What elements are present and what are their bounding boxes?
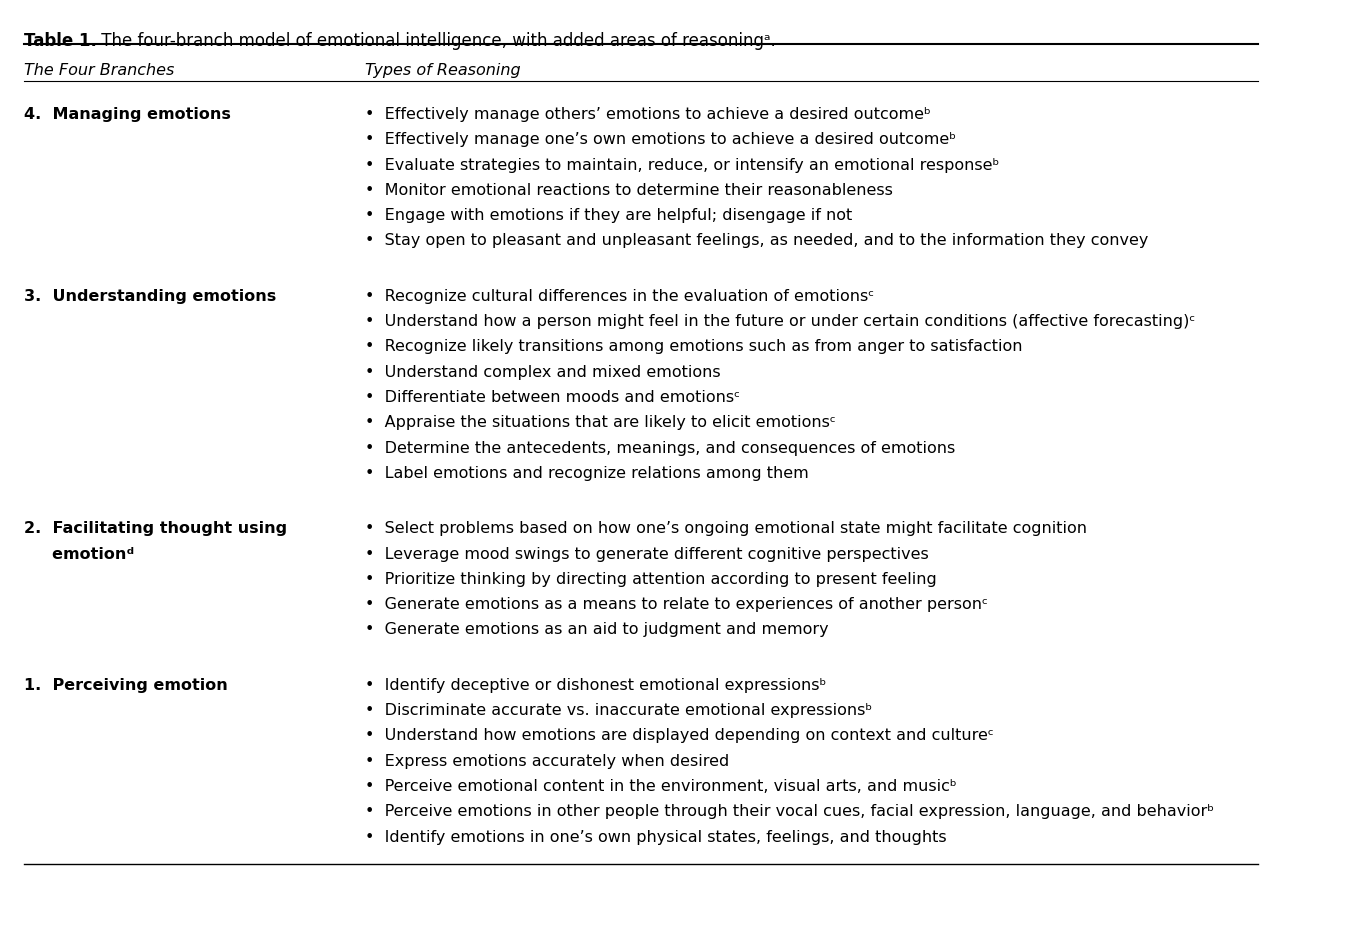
Text: •  Select problems based on how one’s ongoing emotional state might facilitate c: • Select problems based on how one’s ong…	[366, 521, 1088, 536]
Text: The four-branch model of emotional intelligence, with added areas of reasoningᵃ.: The four-branch model of emotional intel…	[96, 31, 775, 49]
Text: The Four Branches: The Four Branches	[25, 62, 175, 78]
Text: •  Discriminate accurate vs. inaccurate emotional expressionsᵇ: • Discriminate accurate vs. inaccurate e…	[366, 703, 873, 718]
Text: •  Recognize cultural differences in the evaluation of emotionsᶜ: • Recognize cultural differences in the …	[366, 289, 874, 304]
Text: •  Engage with emotions if they are helpful; disengage if not: • Engage with emotions if they are helpf…	[366, 208, 852, 223]
Text: •  Effectively manage one’s own emotions to achieve a desired outcomeᵇ: • Effectively manage one’s own emotions …	[366, 132, 956, 148]
Text: •  Generate emotions as a means to relate to experiences of another personᶜ: • Generate emotions as a means to relate…	[366, 597, 988, 612]
Text: •  Effectively manage others’ emotions to achieve a desired outcomeᵇ: • Effectively manage others’ emotions to…	[366, 107, 932, 122]
Text: Table 1.: Table 1.	[25, 31, 97, 49]
Text: •  Prioritize thinking by directing attention according to present feeling: • Prioritize thinking by directing atten…	[366, 571, 937, 587]
Text: 2.  Facilitating thought using: 2. Facilitating thought using	[25, 521, 288, 536]
Text: •  Understand how emotions are displayed depending on context and cultureᶜ: • Understand how emotions are displayed …	[366, 728, 995, 744]
Text: •  Label emotions and recognize relations among them: • Label emotions and recognize relations…	[366, 465, 810, 481]
Text: •  Generate emotions as an aid to judgment and memory: • Generate emotions as an aid to judgmen…	[366, 622, 829, 638]
Text: •  Leverage mood swings to generate different cognitive perspectives: • Leverage mood swings to generate diffe…	[366, 547, 929, 562]
Text: •  Perceive emotional content in the environment, visual arts, and musicᵇ: • Perceive emotional content in the envi…	[366, 779, 958, 794]
Text: •  Appraise the situations that are likely to elicit emotionsᶜ: • Appraise the situations that are likel…	[366, 415, 836, 430]
Text: •  Differentiate between moods and emotionsᶜ: • Differentiate between moods and emotio…	[366, 390, 740, 405]
Text: •  Monitor emotional reactions to determine their reasonableness: • Monitor emotional reactions to determi…	[366, 183, 893, 198]
Text: •  Determine the antecedents, meanings, and consequences of emotions: • Determine the antecedents, meanings, a…	[366, 441, 956, 456]
Text: •  Perceive emotions in other people through their vocal cues, facial expression: • Perceive emotions in other people thro…	[366, 804, 1215, 819]
Text: Types of Reasoning: Types of Reasoning	[366, 62, 521, 78]
Text: 1.  Perceiving emotion: 1. Perceiving emotion	[25, 678, 229, 692]
Text: •  Understand how a person might feel in the future or under certain conditions : • Understand how a person might feel in …	[366, 314, 1196, 329]
Text: emotionᵈ: emotionᵈ	[25, 547, 134, 562]
Text: •  Express emotions accurately when desired: • Express emotions accurately when desir…	[366, 754, 730, 769]
Text: •  Stay open to pleasant and unpleasant feelings, as needed, and to the informat: • Stay open to pleasant and unpleasant f…	[366, 234, 1149, 249]
Text: •  Identify deceptive or dishonest emotional expressionsᵇ: • Identify deceptive or dishonest emotio…	[366, 678, 826, 692]
Text: •  Recognize likely transitions among emotions such as from anger to satisfactio: • Recognize likely transitions among emo…	[366, 340, 1023, 355]
Text: 4.  Managing emotions: 4. Managing emotions	[25, 107, 232, 122]
Text: 3.  Understanding emotions: 3. Understanding emotions	[25, 289, 277, 304]
Text: •  Evaluate strategies to maintain, reduce, or intensify an emotional responseᵇ: • Evaluate strategies to maintain, reduc…	[366, 158, 1000, 172]
Text: •  Understand complex and mixed emotions: • Understand complex and mixed emotions	[366, 365, 721, 379]
Text: •  Identify emotions in one’s own physical states, feelings, and thoughts: • Identify emotions in one’s own physica…	[366, 830, 947, 845]
